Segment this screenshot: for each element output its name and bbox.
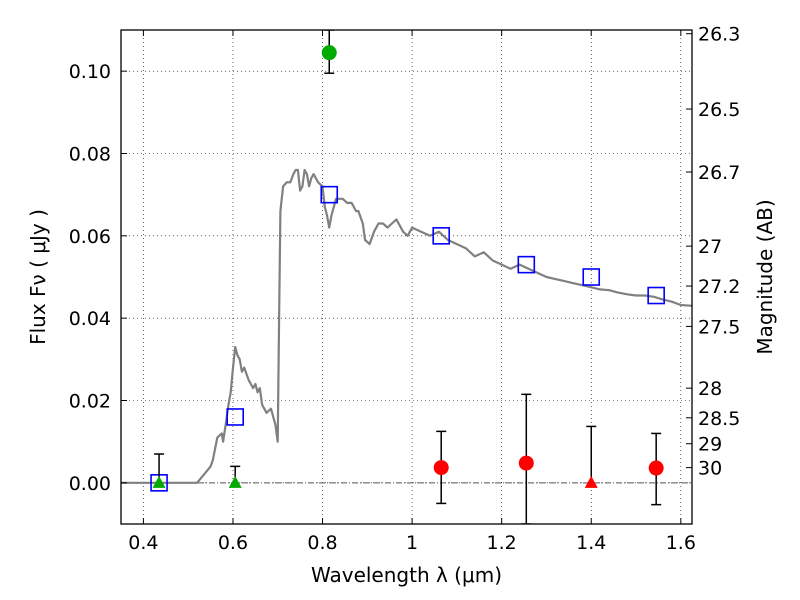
- axis-ticks: 0.4 0.6 0.8 1 1.2 1.4 1.6 0.00 0.02 0.04 0.06 0.08 0…: [69, 24, 741, 554]
- measurement-circle: [648, 460, 664, 476]
- right-tick-label: 29: [698, 434, 722, 456]
- model-photometry-square: [320, 185, 339, 204]
- y-tick-label: 0.02: [69, 391, 111, 413]
- upper-limit-triangle: [152, 475, 166, 488]
- x-tick-label: 1.2: [487, 532, 517, 554]
- right-tick-label: 26.7: [698, 162, 740, 184]
- model-photometry-square: [647, 286, 665, 305]
- measurement-circle: [518, 455, 534, 471]
- x-axis-label: Wavelength λ (μm): [311, 563, 502, 587]
- x-tick-label: 1: [406, 532, 418, 554]
- model-photometry-square: [432, 227, 451, 245]
- y-axis-label: Flux Fν ( μJy ): [26, 209, 50, 345]
- x-tick-label: 0.8: [307, 532, 337, 554]
- y-tick-label: 0.10: [69, 61, 111, 83]
- right-tick-label: 28.5: [698, 408, 740, 430]
- plot-frame: [120, 29, 693, 525]
- measurement-circle: [433, 460, 449, 476]
- upper-limit-triangle: [228, 475, 242, 488]
- x-tick-label: 0.6: [218, 532, 248, 554]
- right-tick-label: 27.5: [698, 316, 740, 338]
- y-tick-label: 0.06: [69, 226, 111, 248]
- right-axis-label: Magnitude (AB): [753, 199, 777, 354]
- series-layer: [121, 30, 692, 524]
- right-tick-label: 30: [698, 458, 722, 480]
- series-group: [121, 30, 692, 524]
- right-tick-label: 26.5: [698, 99, 740, 121]
- model-photometry-square: [582, 268, 601, 286]
- right-tick-label: 27: [698, 236, 722, 258]
- x-tick-label: 1.6: [666, 532, 696, 554]
- upper-limit-triangle: [584, 475, 598, 488]
- model-photometry-square: [517, 255, 536, 274]
- model-photometry-square: [226, 408, 244, 426]
- right-tick-label: 28: [698, 378, 722, 400]
- right-tick-label: 27.2: [698, 276, 740, 298]
- y-tick-label: 0.04: [69, 308, 111, 330]
- x-tick-label: 1.4: [576, 532, 606, 554]
- y-tick-label: 0.00: [69, 473, 111, 495]
- y-tick-label: 0.08: [69, 144, 111, 166]
- model-spectrum-line: [121, 168, 692, 484]
- right-tick-label: 26.3: [698, 24, 740, 46]
- x-tick-label: 0.4: [128, 532, 158, 554]
- measurement-circle: [321, 45, 337, 61]
